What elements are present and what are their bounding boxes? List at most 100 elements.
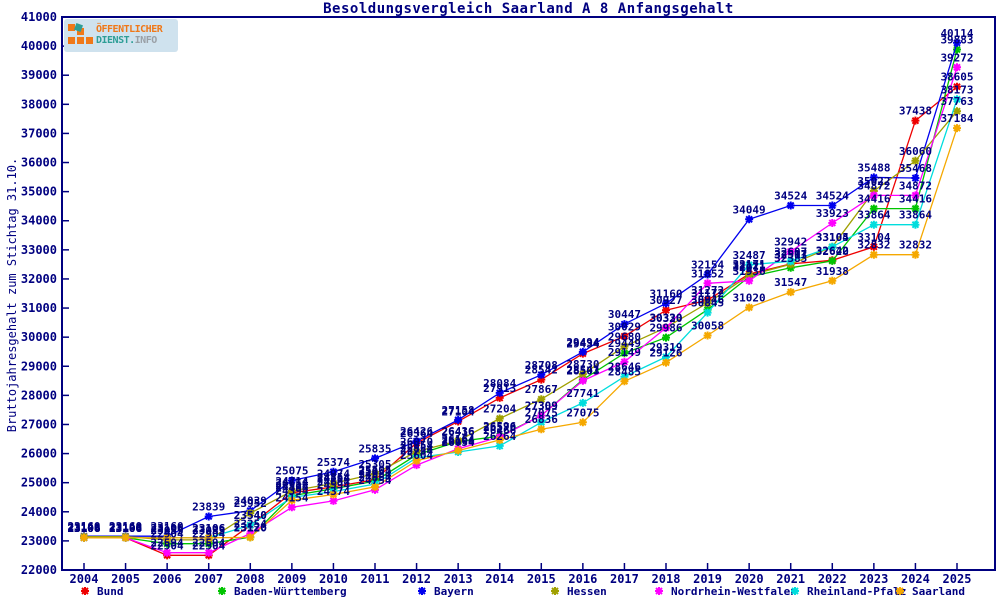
- point-label: 23160: [67, 520, 100, 533]
- logo-text: ÖFFENTLICHER DIENST.INFO: [96, 24, 163, 46]
- data-point-marker: [620, 372, 629, 381]
- point-label: 34524: [774, 190, 807, 203]
- point-label: 27104: [442, 405, 475, 418]
- point-label: 26070: [400, 436, 433, 449]
- point-label: 27309: [525, 400, 558, 413]
- series-Bayern: [80, 38, 961, 541]
- point-label: 31852: [691, 267, 724, 280]
- point-label: 35488: [857, 161, 890, 174]
- point-label: 25105: [358, 464, 391, 477]
- data-point-marker: [620, 342, 629, 351]
- data-point-marker: [745, 215, 754, 224]
- data-point-marker: [786, 288, 795, 297]
- point-label: 31936: [733, 265, 766, 278]
- legend-marker-icon: [896, 587, 904, 595]
- point-label: 29494: [566, 336, 599, 349]
- point-label: 23106: [151, 522, 184, 535]
- y-tick-label: 38000: [21, 97, 57, 111]
- point-label: 23106: [109, 522, 142, 535]
- x-tick-label: 2020: [735, 572, 764, 586]
- data-point-marker: [953, 38, 961, 47]
- data-point-marker: [578, 398, 587, 407]
- point-label: 38605: [940, 71, 973, 84]
- series-Hessen: [80, 107, 961, 544]
- point-label: 22594: [192, 537, 225, 550]
- point-label: 32942: [774, 236, 807, 249]
- point-label: 25604: [400, 449, 433, 462]
- point-label: 24374: [317, 485, 350, 498]
- data-point-marker: [911, 156, 920, 165]
- y-tick-label: 26000: [21, 447, 57, 461]
- data-point-marker: [204, 533, 213, 542]
- data-point-marker: [537, 395, 546, 404]
- point-label: 32154: [691, 259, 724, 272]
- point-label: 31272: [691, 284, 724, 297]
- point-label: 25374: [317, 456, 350, 469]
- point-label: 32503: [774, 248, 807, 261]
- point-label: 24039: [234, 495, 267, 508]
- point-label: 40114: [940, 27, 973, 40]
- point-label: 23160: [151, 520, 184, 533]
- point-label: 30029: [608, 320, 641, 333]
- data-point-marker: [246, 521, 255, 530]
- legend-item-bayern: Bayern: [415, 584, 474, 598]
- data-point-marker: [495, 414, 504, 423]
- legend-label: Rheinland-Pfalz: [807, 584, 907, 598]
- y-tick-label: 22000: [21, 563, 57, 577]
- point-label: 23160: [109, 520, 142, 533]
- point-label: 31938: [816, 265, 849, 278]
- data-point-marker: [911, 204, 920, 213]
- point-label: 24494: [275, 481, 308, 494]
- data-point-marker: [662, 306, 670, 315]
- point-label: 26466: [483, 424, 516, 437]
- point-label: 23839: [192, 501, 225, 514]
- data-point-marker: [537, 411, 546, 420]
- data-point-marker: [828, 276, 837, 285]
- point-label: 29149: [608, 346, 641, 359]
- data-point-marker: [578, 347, 587, 356]
- point-label: 30320: [649, 312, 682, 325]
- point-label: 28708: [525, 359, 558, 372]
- series-line: [84, 67, 958, 554]
- point-label: 31020: [733, 292, 766, 305]
- point-label: 25054: [358, 465, 391, 478]
- logo-line1: ÖFFENTLICHER: [96, 24, 163, 35]
- y-tick-label: 30000: [21, 330, 57, 344]
- point-label: 22504: [151, 539, 184, 552]
- point-label: 27075: [525, 406, 558, 419]
- data-point-marker: [745, 260, 754, 269]
- x-tick-label: 2015: [527, 572, 556, 586]
- data-point-marker: [953, 124, 961, 133]
- oeffentlicher-dienst-logo[interactable]: ÖFFENTLICHER DIENST.INFO: [64, 19, 178, 52]
- point-label: 38173: [940, 83, 973, 96]
- point-label: 24854: [358, 471, 391, 484]
- point-label: 33864: [899, 209, 932, 222]
- data-point-marker: [786, 247, 795, 256]
- y-tick-label: 27000: [21, 417, 57, 431]
- logo-line2-muted: INFO: [134, 35, 158, 46]
- data-point-marker: [911, 220, 920, 229]
- series-Saarland: [80, 124, 961, 542]
- data-point-marker: [786, 257, 795, 266]
- point-label: 34416: [899, 193, 932, 206]
- point-label: 35022: [857, 175, 890, 188]
- point-label: 37184: [940, 112, 973, 125]
- data-point-marker: [495, 388, 504, 397]
- point-label: 24794: [317, 473, 350, 486]
- point-label: 24654: [275, 477, 308, 490]
- data-point-marker: [662, 352, 670, 361]
- point-label: 28730: [566, 358, 599, 371]
- series-line: [84, 110, 958, 541]
- point-label: 25754: [400, 445, 433, 458]
- series-line: [84, 127, 958, 539]
- data-point-marker: [163, 548, 172, 557]
- point-label: 32071: [733, 261, 766, 274]
- point-label: 30058: [691, 320, 724, 333]
- point-label: 23952: [234, 497, 267, 510]
- data-point-marker: [537, 375, 546, 384]
- point-label: 28646: [608, 361, 641, 374]
- data-point-marker: [329, 479, 338, 488]
- point-label: 29434: [566, 338, 599, 351]
- y-tick-label: 37000: [21, 126, 57, 140]
- data-point-marker: [454, 436, 463, 445]
